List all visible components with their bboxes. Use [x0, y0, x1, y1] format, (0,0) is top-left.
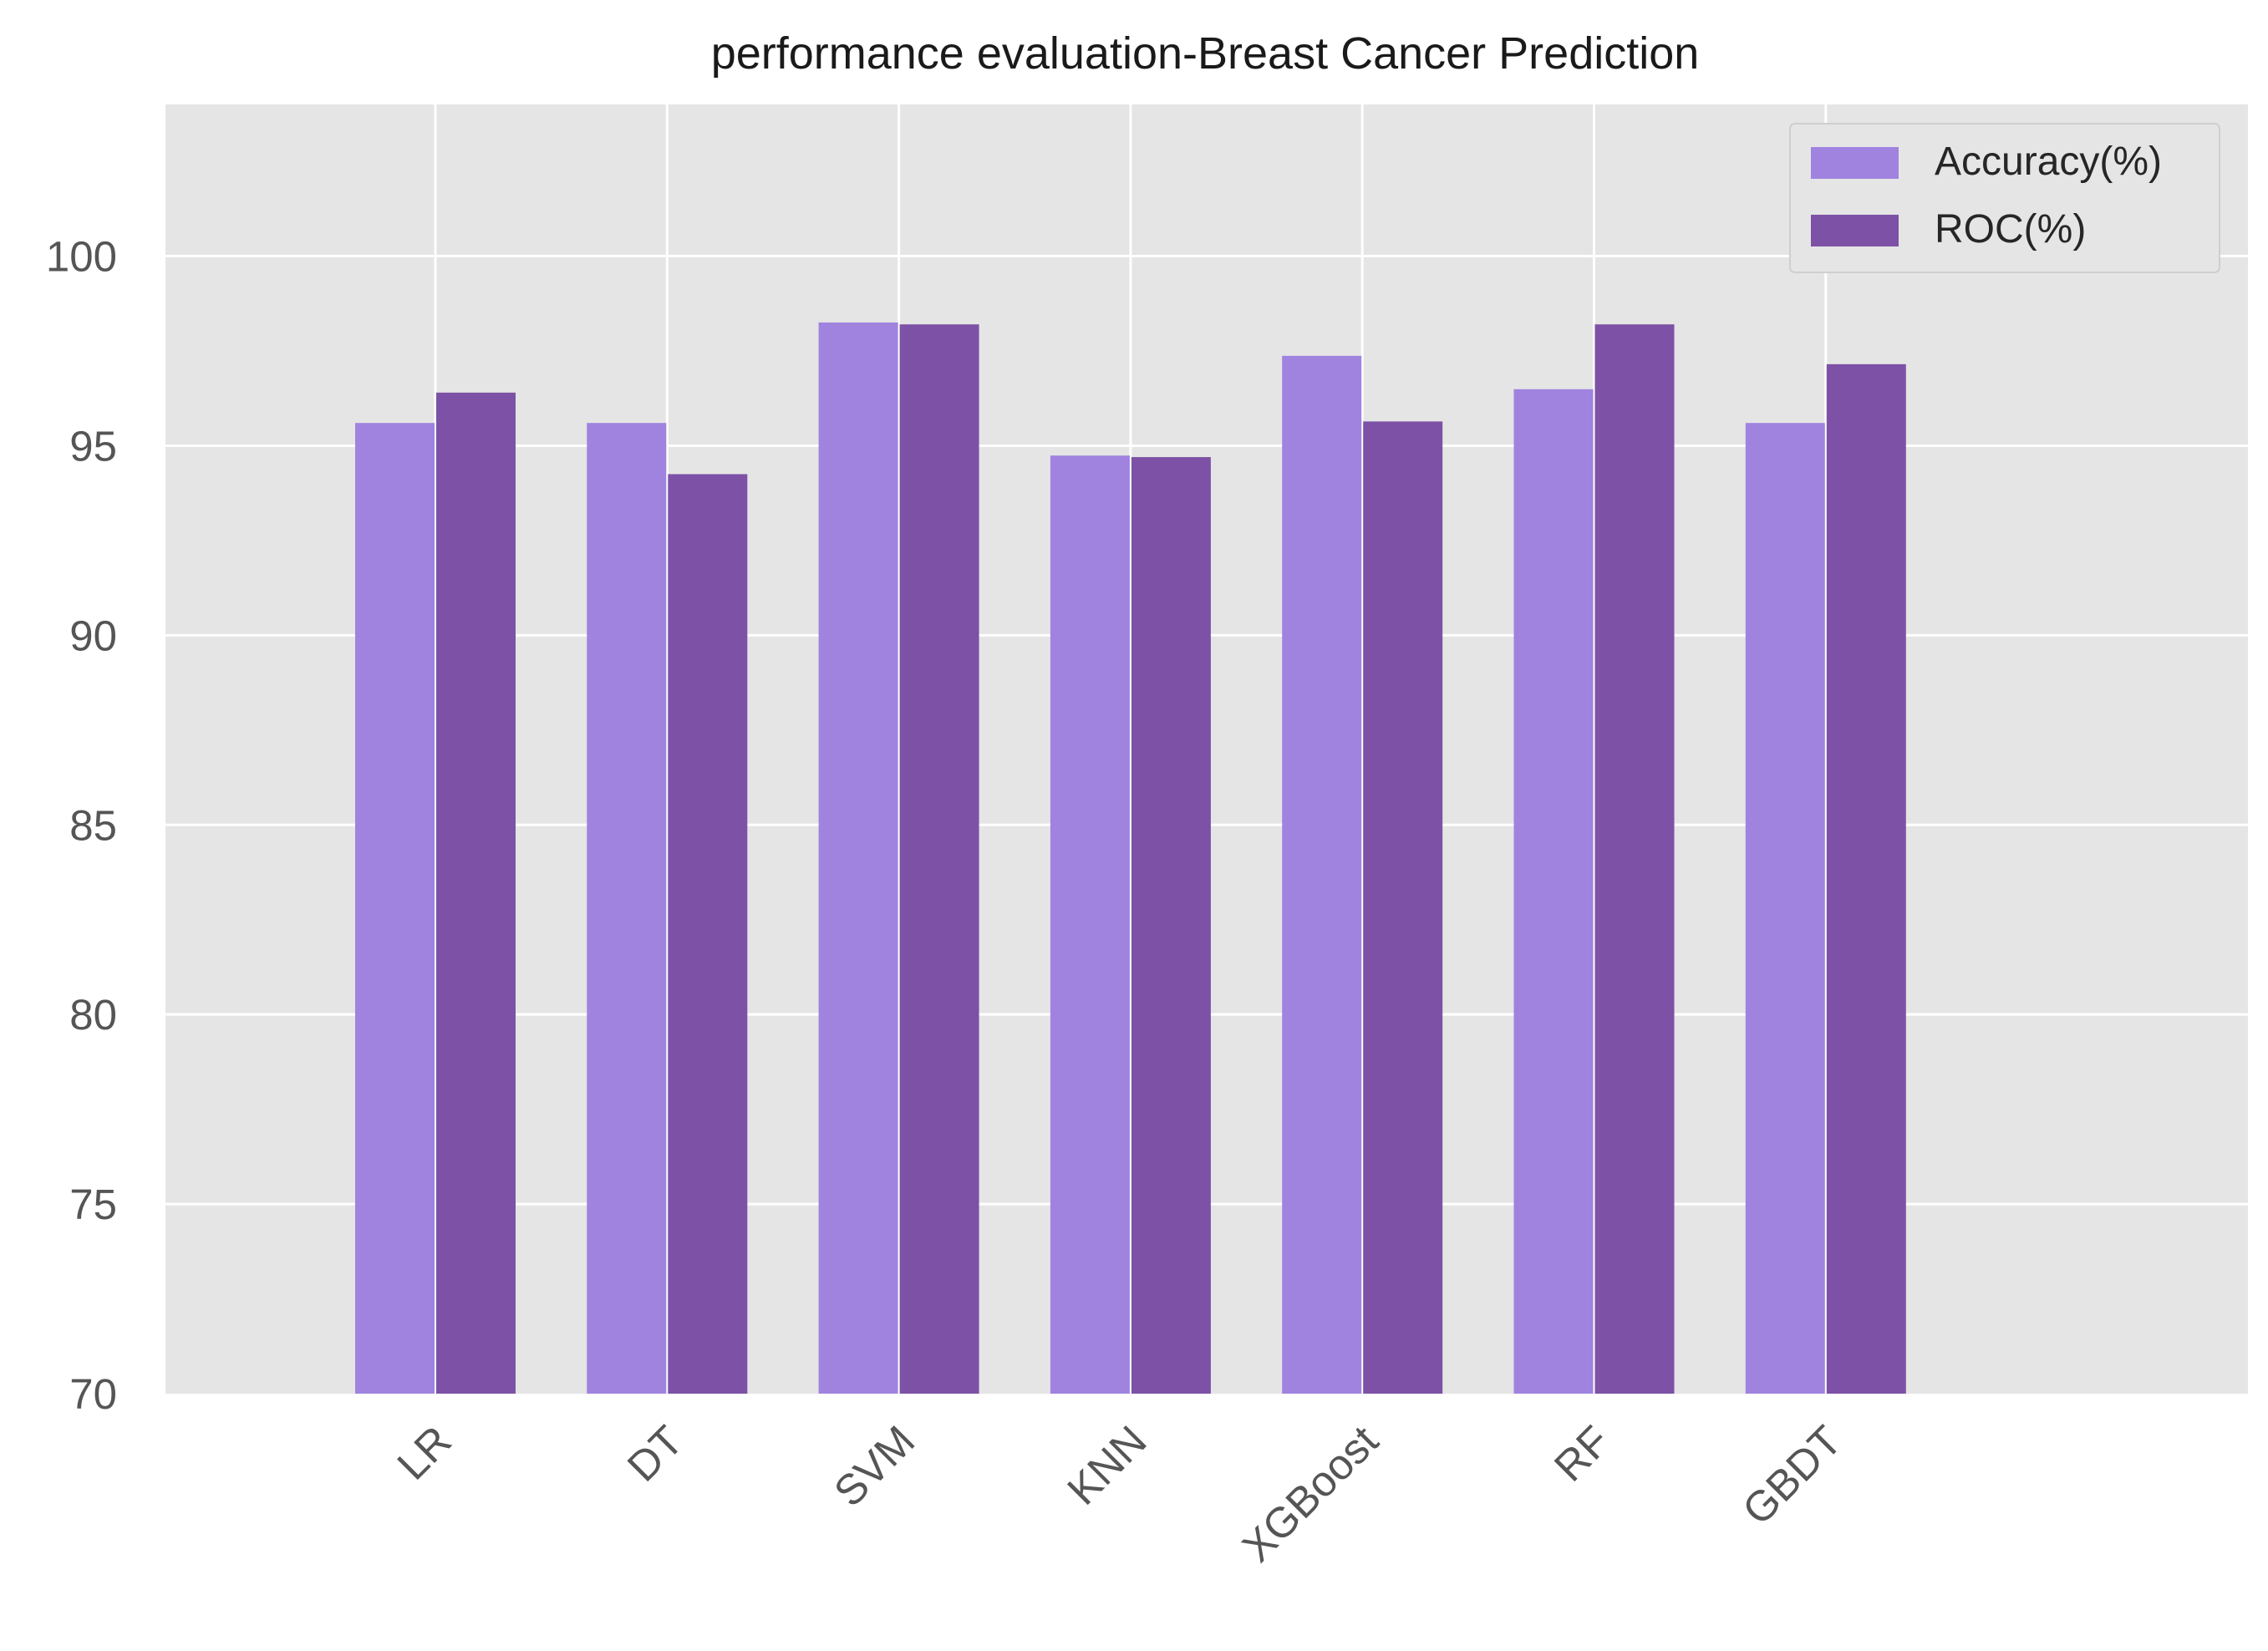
y-tick-label: 100: [46, 233, 117, 281]
x-tick-label: GBDT: [1733, 1416, 1850, 1533]
x-axis-ticks: LR DT SVM KNN XGBoost RF GBDT: [388, 1416, 1850, 1571]
x-tick-label: XGBoost: [1233, 1416, 1387, 1571]
legend-label: ROC(%): [1935, 207, 2086, 251]
y-tick-label: 75: [69, 1181, 117, 1228]
x-tick-label: DT: [618, 1416, 692, 1490]
bar-accuracy-svm: [818, 322, 898, 1394]
legend: Accuracy(%) ROC(%): [1789, 123, 2220, 273]
x-tick-label: LR: [388, 1416, 460, 1488]
bars: [355, 322, 1906, 1394]
bar-roc-lr: [436, 392, 516, 1394]
x-tick-label: SVM: [825, 1416, 923, 1515]
y-tick-label: 95: [69, 422, 117, 470]
y-tick-label: 80: [69, 991, 117, 1039]
bar-roc-xgboost: [1363, 421, 1443, 1394]
bar-roc-knn: [1131, 457, 1211, 1394]
bar-accuracy-rf: [1513, 389, 1594, 1394]
bar-roc-svm: [899, 324, 979, 1394]
y-tick-label: 90: [69, 612, 117, 659]
bar-accuracy-dt: [587, 423, 667, 1394]
y-tick-label: 85: [69, 801, 117, 849]
bar-roc-gbdt: [1826, 363, 1906, 1394]
chart-title: performance evaluation-Breast Cancer Pre…: [711, 28, 1700, 79]
y-tick-label: 70: [69, 1370, 117, 1418]
bar-accuracy-gbdt: [1745, 423, 1825, 1394]
bar-roc-rf: [1594, 324, 1675, 1394]
legend-swatch: [1811, 215, 1899, 246]
bar-accuracy-knn: [1050, 455, 1130, 1394]
legend-label: Accuracy(%): [1935, 140, 2162, 184]
bar-accuracy-lr: [355, 423, 435, 1394]
y-axis-ticks: 70 75 80 85 90 95 100: [46, 233, 117, 1418]
x-tick-label: KNN: [1058, 1416, 1155, 1513]
bar-roc-dt: [668, 474, 748, 1394]
x-tick-label: RF: [1545, 1416, 1619, 1490]
legend-swatch: [1811, 147, 1899, 179]
bar-accuracy-xgboost: [1282, 355, 1362, 1394]
